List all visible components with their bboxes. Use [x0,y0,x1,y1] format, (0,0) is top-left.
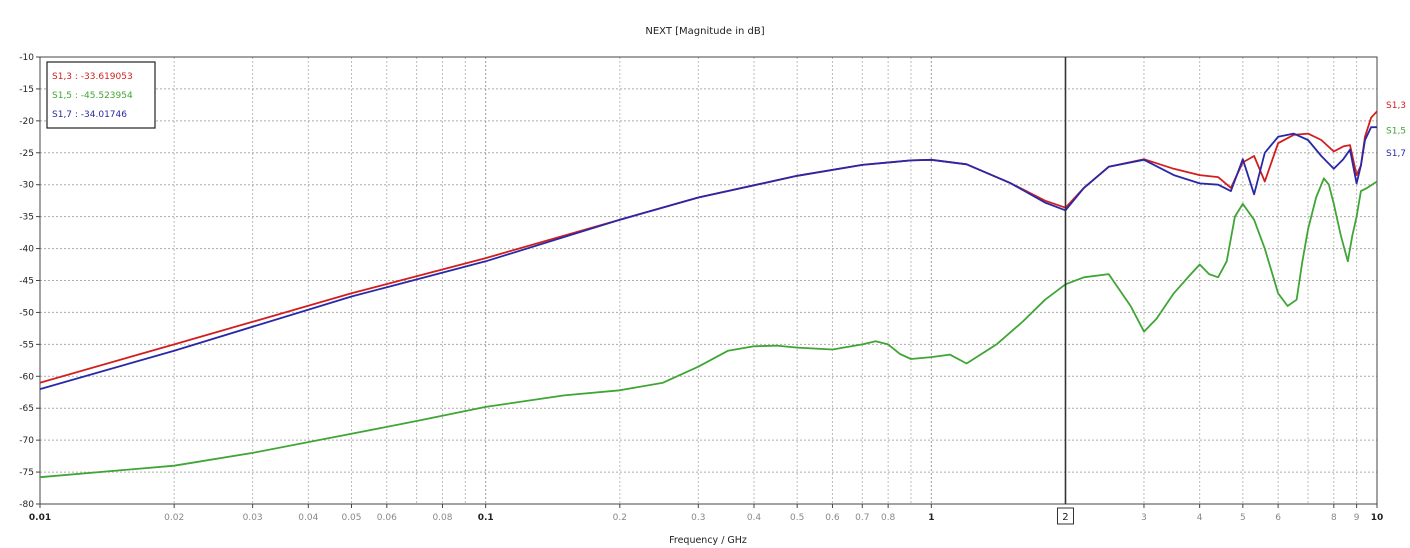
y-tick-label: -10 [19,53,34,63]
y-tick-label: -20 [19,117,34,127]
x-tick-label: 0.6 [825,513,840,523]
y-tick-label: -75 [19,468,34,478]
y-tick-label: -45 [19,277,34,287]
y-tick-label: -80 [19,500,34,510]
x-tick-label: 0.01 [29,513,51,523]
x-tick-label: 6 [1275,513,1281,523]
y-tick-label: -70 [19,436,34,446]
x-tick-label: 8 [1331,513,1337,523]
y-tick-label: -65 [19,404,34,414]
series-line-S1-7 [39,126,1377,390]
x-tick-label: 0.4 [747,513,762,523]
y-tick-label: -35 [19,213,34,223]
series-lines [39,110,1378,479]
x-tick-label: 0.04 [298,513,318,523]
axis-ticks: -10 -15 -20 -25 -30 -35 -40 -45 -50 -55 -60 -65 -70 -… [19,53,1383,523]
legend-entry: S1,3 : -33.619053 [52,72,133,82]
legend-entry: S1,5 : -45.523954 [52,91,133,101]
y-tick-label: -40 [19,245,34,255]
x-tick-label: 0.1 [478,513,494,523]
x-tick-label: 4 [1197,513,1203,523]
x-tick-label: 1 [928,513,934,523]
chart-title: NEXT [Magnitude in dB] [645,26,764,37]
x-tick-label: 0.08 [432,513,452,523]
x-tick-label: 9 [1354,513,1360,523]
x-axis-label: Frequency / GHz [669,535,747,546]
series-end-label: S1,5 [1386,126,1406,136]
legend-box: S1,3 : -33.619053 S1,5 : -45.523954 S1,7 :… [46,61,156,129]
grid-lines [40,57,1377,504]
x-tick-label: 0.7 [855,513,869,523]
marker-label: 2 [1062,512,1068,523]
x-tick-label: 0.02 [164,513,184,523]
x-tick-label: 0.03 [243,513,263,523]
plot-frame [39,56,1378,505]
y-tick-label: -60 [19,372,34,382]
x-tick-label: 0.2 [613,513,627,523]
frequency-marker[interactable]: 2 [1056,57,1074,525]
marker-label-box [1056,507,1074,525]
x-tick-label: 10 [1371,513,1384,523]
series-end-labels: S1,3 S1,5 S1,7 [1386,101,1406,159]
x-tick-label: 5 [1240,513,1246,523]
legend-frame [46,61,156,129]
x-tick-label: 0.3 [691,513,705,523]
x-tick-label: 0.5 [790,513,804,523]
series-line-S1-5 [39,177,1378,479]
x-tick-label: 0.8 [881,513,896,523]
y-tick-label: -55 [19,340,34,350]
y-tick-label: -15 [19,85,34,95]
y-tick-label: -25 [19,149,34,159]
legend-entry: S1,7 : -34.01746 [52,110,127,120]
y-tick-label: -30 [19,181,34,191]
series-end-label: S1,7 [1386,149,1406,159]
y-tick-label: -50 [19,308,34,318]
x-tick-label: 0.06 [377,513,397,523]
x-tick-label: 3 [1141,513,1147,523]
series-end-label: S1,3 [1386,101,1406,111]
x-tick-label: 0.05 [341,513,361,523]
